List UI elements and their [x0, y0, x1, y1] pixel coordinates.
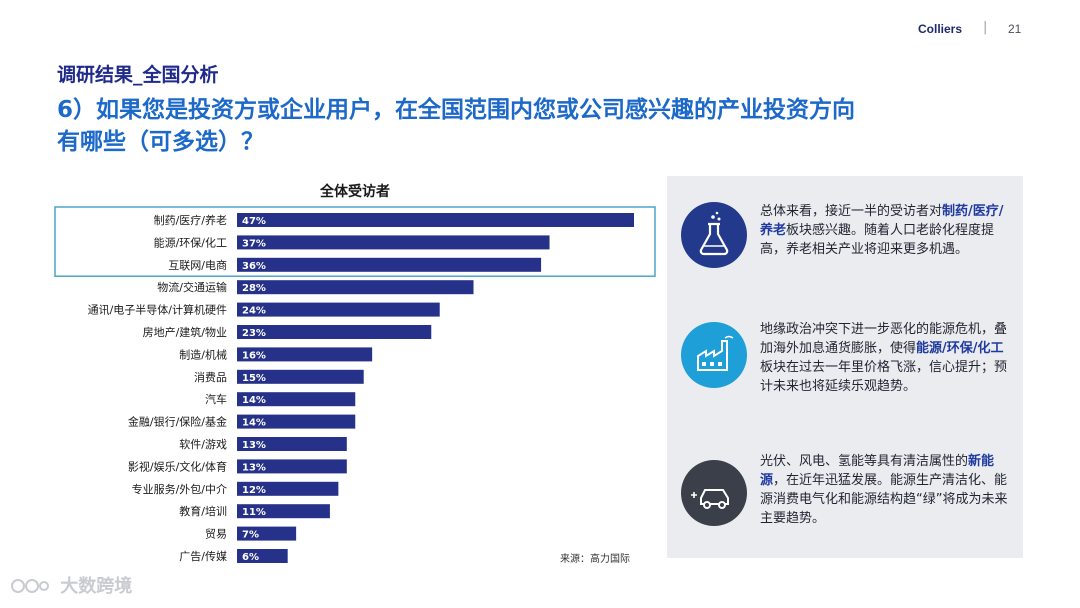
value-label: 28%	[242, 283, 266, 294]
insight-panel: 总体来看，接近一半的受访者对制药/医疗/养老板块感兴趣。随着人口老龄化程度提高，…	[667, 176, 1023, 558]
section-title: 调研结果_全国分析	[57, 64, 219, 86]
insight-text-energy: 地缘政治冲突下进一步恶化的能源危机，叠加海外加息通货膨胀，使得能源/环保/化工板…	[760, 322, 1008, 394]
category-label: 影视/娱乐/文化/体育	[128, 459, 227, 473]
category-label: 专业服务/外包/中介	[132, 482, 227, 496]
value-label: 13%	[242, 440, 266, 451]
question-title: 6）如果您是投资方或企业用户，在全国范围内您或公司感兴趣的产业投资方向 有哪些（…	[57, 94, 1017, 158]
value-label: 23%	[242, 328, 266, 339]
value-label: 47%	[242, 216, 266, 227]
bar	[237, 549, 288, 563]
bar	[237, 213, 634, 227]
bar	[237, 437, 347, 451]
category-label: 广告/传媒	[179, 550, 227, 563]
insight-text-pharma: 总体来看，接近一半的受访者对制药/医疗/养老板块感兴趣。随着人口老龄化程度提高，…	[760, 204, 1004, 257]
value-label: 13%	[242, 462, 266, 473]
category-label: 物流/交通运输	[157, 280, 227, 294]
question-line-2: 有哪些（可多选）？	[57, 129, 264, 155]
bar	[237, 504, 330, 519]
flask-icon	[681, 202, 747, 268]
category-label: 房地产/建筑/物业	[143, 325, 227, 339]
category-label: 制药/医疗/养老	[154, 213, 227, 227]
value-label: 36%	[242, 261, 266, 272]
watermark: 大数跨境	[10, 572, 132, 601]
category-label: 软件/游戏	[179, 437, 227, 451]
bar	[237, 481, 339, 496]
value-label: 37%	[242, 238, 266, 249]
value-label: 24%	[242, 306, 266, 317]
value-label: 12%	[242, 485, 266, 496]
page-number: 21	[1008, 22, 1022, 36]
category-label: 通讯/电子半导体/计算机硬件	[88, 303, 227, 317]
watermark-text: 大数跨境	[60, 576, 133, 597]
value-label: 14%	[242, 418, 266, 429]
bar	[237, 369, 364, 384]
bar	[237, 235, 550, 250]
bar	[237, 302, 440, 317]
bar	[237, 526, 297, 541]
brand-logo: Colliers	[918, 22, 963, 36]
bar	[237, 280, 474, 295]
category-label: 教育/培训	[179, 504, 227, 518]
bar	[237, 459, 347, 474]
category-label: 消费品	[194, 370, 227, 384]
value-label: 14%	[242, 395, 266, 406]
category-label: 互联网/电商	[168, 258, 227, 272]
value-label: 15%	[242, 373, 266, 384]
electric-car-icon	[681, 460, 747, 526]
category-label: 制造/机械	[179, 347, 227, 361]
highlight-box	[54, 206, 656, 277]
bar	[237, 257, 542, 272]
factory-icon	[681, 322, 747, 388]
bar	[237, 347, 373, 362]
bar	[237, 414, 356, 429]
category-label: 汽车	[205, 392, 227, 406]
value-label: 16%	[242, 350, 266, 361]
watermark-logo-icon	[10, 574, 50, 601]
category-label: 金融/银行/保险/基金	[128, 415, 227, 429]
insight-text-new-energy: 光伏、风电、氢能等具有清洁属性的新能源，在近年迅猛发展。能源生产清洁化、能源消费…	[760, 454, 1008, 526]
bar	[237, 392, 356, 407]
category-label: 贸易	[205, 528, 227, 541]
question-line-1: 6）如果您是投资方或企业用户，在全国范围内您或公司感兴趣的产业投资方向	[57, 97, 856, 123]
value-label: 6%	[242, 552, 259, 563]
value-label: 7%	[242, 530, 259, 541]
source-note: 来源：高力国际	[560, 554, 630, 565]
value-label: 11%	[242, 507, 266, 518]
header-separator: |	[983, 20, 988, 35]
chart-title: 全体受访者	[319, 183, 390, 200]
bar	[237, 325, 432, 339]
category-label: 能源/环保/化工	[154, 235, 227, 249]
